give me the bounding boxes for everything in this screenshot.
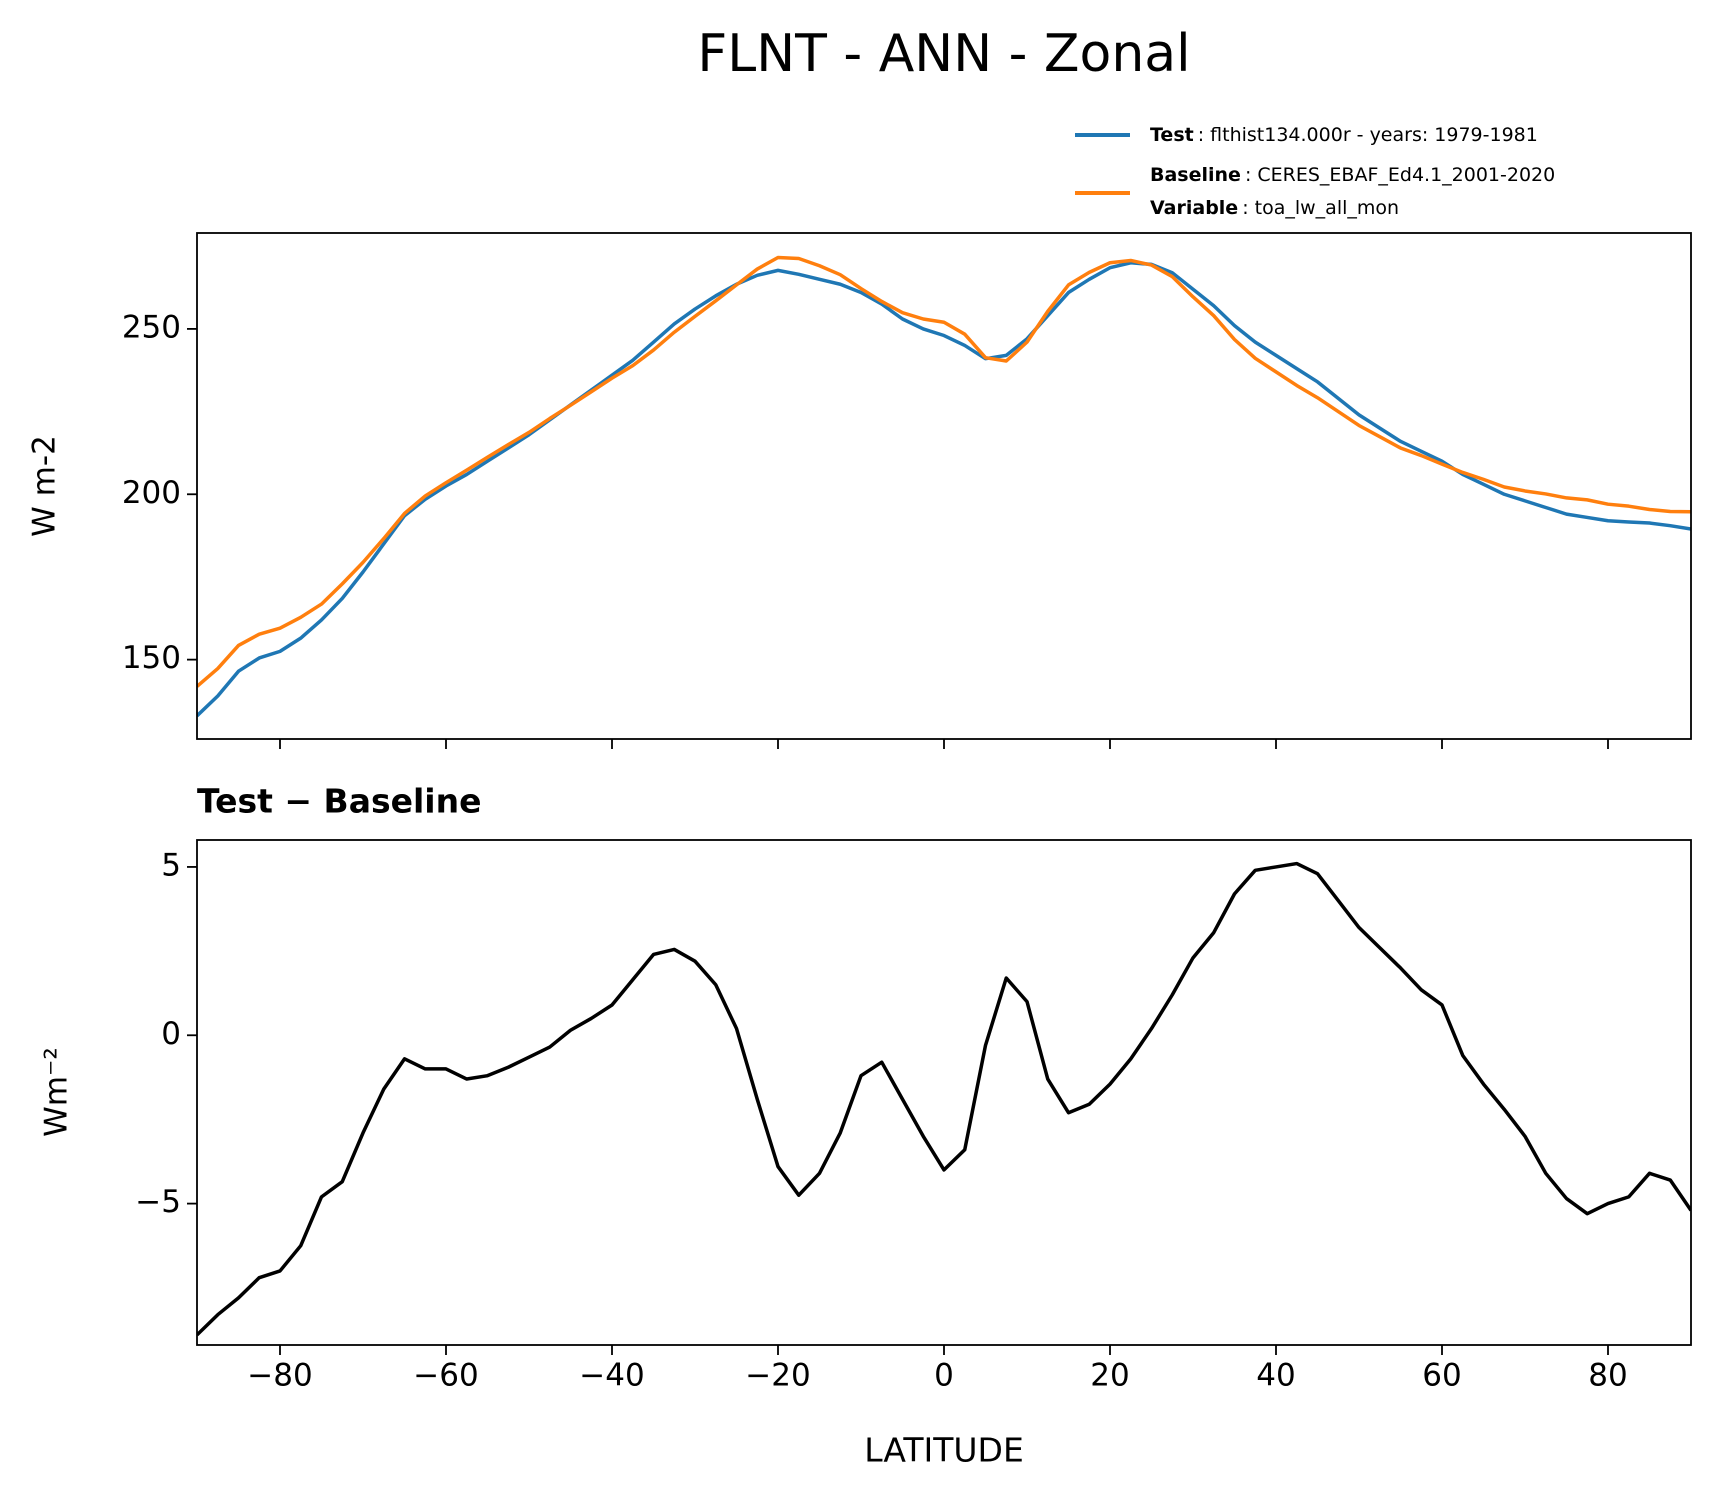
y-axis-label: Wm⁻² <box>39 1047 75 1137</box>
x-tick-label: 60 <box>1422 1358 1461 1394</box>
x-tick-label: 40 <box>1256 1358 1295 1394</box>
x-tick-label: −20 <box>745 1358 810 1394</box>
legend-description: : toa_lw_all_mon <box>1242 197 1399 219</box>
y-tick-label: 200 <box>122 475 181 511</box>
legend-entry: Baseline: CERES_EBAF_Ed4.1_2001-2020 <box>1150 164 1555 186</box>
data-line <box>197 255 1691 688</box>
panel-subtitle: Test − Baseline <box>197 782 482 821</box>
x-tick-label: −80 <box>247 1358 312 1394</box>
plot-area <box>197 255 1691 718</box>
y-tick-label: 150 <box>122 640 181 676</box>
legend-name: Variable <box>1150 197 1238 219</box>
plot-area <box>197 861 1691 1337</box>
y-tick-label: 0 <box>161 1016 181 1052</box>
axes-frame <box>196 232 1692 740</box>
legend-name: Baseline <box>1150 164 1241 186</box>
y-tick-label: 250 <box>122 309 181 345</box>
x-tick-label: 20 <box>1090 1358 1129 1394</box>
x-axis-label: LATITUDE <box>864 1431 1024 1470</box>
y-tick-label: −5 <box>135 1184 181 1220</box>
x-tick-label: −60 <box>413 1358 478 1394</box>
x-tick-label: 0 <box>934 1358 954 1394</box>
data-line <box>197 861 1691 1337</box>
chart-title: FLNT - ANN - Zonal <box>697 24 1190 84</box>
y-axis-label: W m-2 <box>27 435 63 537</box>
legend-entry: Test: flthist134.000r - years: 1979-1981 <box>1150 124 1538 146</box>
data-line <box>197 261 1691 718</box>
legend-entry: Variable: toa_lw_all_mon <box>1150 197 1399 219</box>
legend-description: : flthist134.000r - years: 1979-1981 <box>1198 124 1538 146</box>
y-tick-label: 5 <box>161 847 181 883</box>
legend: Test: flthist134.000r - years: 1979-1981… <box>1150 124 1555 219</box>
x-tick-label: −40 <box>579 1358 644 1394</box>
legend-description: : CERES_EBAF_Ed4.1_2001-2020 <box>1245 164 1555 186</box>
axes-frame <box>196 839 1692 1346</box>
legend-name: Test <box>1150 124 1194 146</box>
x-tick-label: 80 <box>1588 1358 1627 1394</box>
